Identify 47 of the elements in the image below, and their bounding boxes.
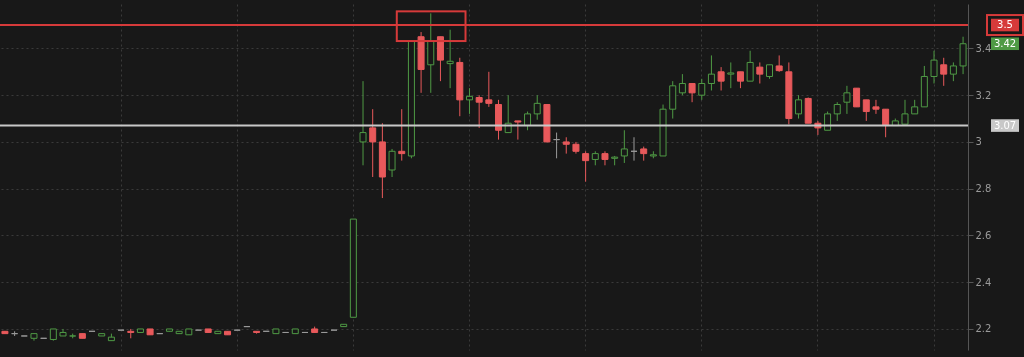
candlestick: [833, 101, 841, 122]
candlestick: [843, 85, 851, 115]
candlestick: [388, 148, 396, 178]
candlestick: [601, 150, 609, 166]
candlestick: [688, 82, 696, 103]
candlestick: [524, 111, 532, 131]
y-tick-label: 2.2: [975, 323, 992, 335]
candlestick: [959, 36, 967, 75]
candlestick: [727, 61, 735, 89]
candlestick: [678, 73, 686, 96]
candlestick: [620, 129, 628, 164]
candlestick: [795, 94, 803, 120]
candlestick: [882, 108, 890, 138]
candlestick: [369, 108, 377, 178]
candlestick: [436, 36, 444, 82]
ref-line-label: 3.5: [997, 19, 1013, 31]
candlestick: [930, 50, 938, 84]
candlestick: [707, 54, 715, 91]
candlestick: [582, 150, 590, 183]
candlestick: [746, 50, 754, 82]
candlestick: [824, 111, 832, 131]
candlestick: [514, 120, 522, 141]
candlestick: [756, 61, 764, 84]
y-tick-label: 2.8: [975, 183, 992, 195]
y-tick-label: 3.2: [975, 89, 992, 101]
candlestick: [669, 80, 677, 120]
candlestick: [698, 78, 706, 101]
text: 3.42: [993, 37, 1017, 49]
candlestick: [475, 94, 483, 129]
candlestick: [533, 94, 541, 121]
candlestick: [427, 12, 435, 94]
y-tick-label: 2.4: [975, 276, 992, 288]
candlestick: [446, 29, 454, 89]
candlestick: [940, 57, 948, 87]
candlestick: [398, 108, 406, 162]
candlestick: [359, 80, 367, 166]
y-tick-label: 3.4: [975, 42, 992, 54]
candlestick: [853, 87, 861, 108]
y-tick-label: 3: [975, 136, 982, 148]
candlestick: [717, 66, 725, 91]
candlestick: [949, 61, 957, 82]
candlestick: [901, 99, 909, 125]
candlestick: [872, 99, 880, 115]
candlestick: [862, 99, 870, 122]
candlestick: [485, 71, 493, 108]
candlestick: [465, 87, 473, 115]
y-tick-label: 2.6: [975, 229, 992, 241]
